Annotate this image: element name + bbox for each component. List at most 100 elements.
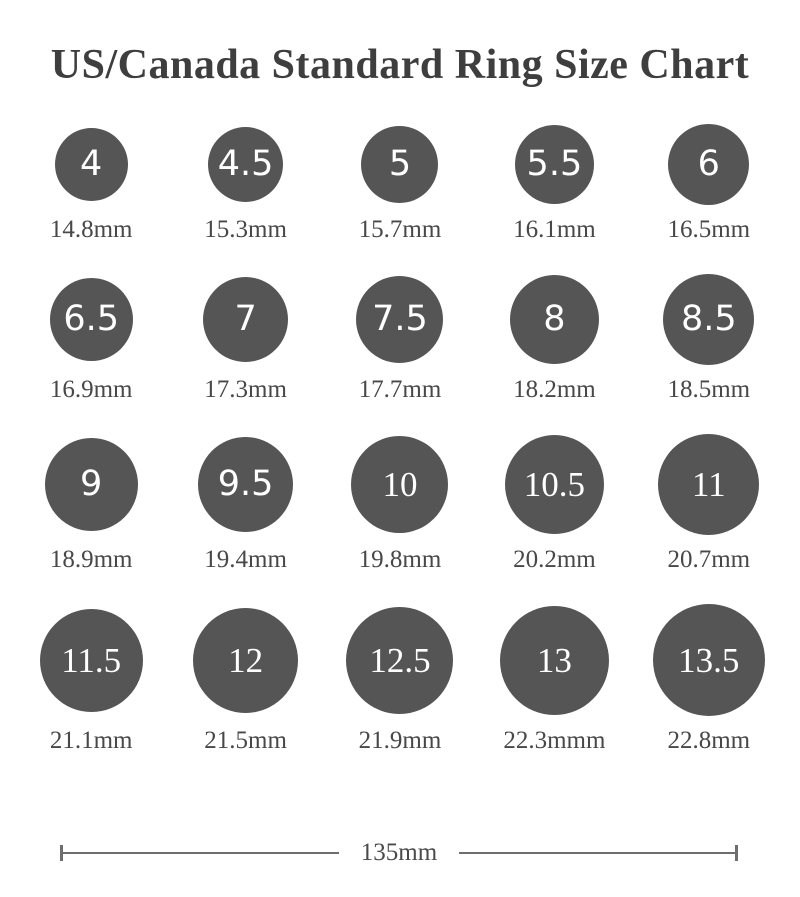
- diameter-label: 22.8mm: [667, 727, 751, 755]
- ring-size-cell: 13 22.3mmm: [477, 604, 631, 755]
- diameter-label: 19.4mm: [204, 546, 287, 574]
- diameter-label: 16.9mm: [49, 376, 133, 404]
- ring-size-circle: 13.5: [652, 604, 765, 717]
- ring-size-circle: 11: [658, 434, 760, 536]
- ruler-right-line: [459, 851, 735, 854]
- ring-size-circle: 6: [668, 124, 750, 206]
- circle-wrap: 9.5: [198, 434, 294, 535]
- ring-size-circle: 9.5: [198, 437, 294, 533]
- ring-size-number: 11.5: [61, 640, 122, 680]
- circle-wrap: 8.5: [663, 274, 755, 366]
- circle-wrap: 11: [658, 434, 760, 536]
- circle-wrap: 13: [499, 604, 609, 716]
- ring-size-circle: 10: [351, 436, 449, 534]
- circle-wrap: 12: [193, 604, 299, 716]
- diameter-label: 18.5mm: [667, 376, 751, 404]
- ring-size-cell: 8 18.2mm: [477, 274, 631, 404]
- ring-size-number: 7.5: [372, 299, 428, 340]
- size-row: 9 18.9mm 9.5 19.4mm 10 19.8mm 10.5 20.2mm 11 20.7…: [14, 434, 786, 574]
- ring-size-cell: 5 15.7mm: [323, 124, 477, 244]
- ring-size-number: 9.5: [217, 464, 274, 505]
- ring-size-number: 13.5: [678, 640, 740, 680]
- diameter-label: 17.3mm: [204, 376, 287, 404]
- ring-size-number: 8: [543, 299, 566, 340]
- ring-size-circle: 6.5: [49, 278, 133, 362]
- diameter-label: 15.3mm: [204, 216, 287, 244]
- ring-size-number: 10: [382, 465, 418, 505]
- ring-size-cell: 9.5 19.4mm: [168, 434, 322, 574]
- ring-size-cell: 13.5 22.8mm: [632, 604, 786, 755]
- ring-size-cell: 11 20.7mm: [632, 434, 786, 574]
- ring-size-cell: 6.5 16.9mm: [14, 274, 168, 404]
- circle-wrap: 5: [361, 124, 439, 205]
- diameter-label: 21.9mm: [358, 727, 442, 755]
- ring-size-cell: 4 14.8mm: [14, 124, 168, 244]
- circle-wrap: 13.5: [652, 604, 765, 717]
- diameter-label: 19.8mm: [358, 546, 442, 574]
- ruler-left-tick: [60, 844, 63, 861]
- diameter-label: 21.1mm: [49, 727, 133, 755]
- ring-size-cell: 10 19.8mm: [323, 434, 477, 574]
- ring-size-number: 4.5: [217, 144, 274, 185]
- ring-size-number: 9: [80, 464, 103, 505]
- diameter-label: 16.5mm: [667, 216, 751, 244]
- ring-size-cell: 11.5 21.1mm: [14, 604, 168, 755]
- circle-wrap: 7: [203, 274, 289, 365]
- circle-wrap: 10.5: [504, 434, 604, 535]
- ring-size-number: 12.5: [369, 640, 431, 680]
- diameter-label: 21.5mm: [204, 727, 287, 755]
- circle-wrap: 11.5: [39, 604, 143, 716]
- ring-size-circle: 8: [509, 275, 599, 365]
- ring-size-circle: 12: [193, 607, 299, 713]
- circle-wrap: 7.5: [356, 274, 444, 365]
- ring-size-circle: 12.5: [346, 606, 454, 714]
- page-title: US/Canada Standard Ring Size Chart: [50, 42, 750, 88]
- diameter-label: 14.8mm: [49, 216, 133, 244]
- ring-size-circle: 7: [203, 277, 289, 363]
- diameter-label: 22.3mmm: [503, 727, 606, 755]
- ring-size-number: 6: [697, 144, 720, 185]
- ring-size-cell: 12 21.5mm: [168, 604, 322, 755]
- ring-size-circle: 4: [54, 128, 128, 202]
- ring-size-cell: 5.5 16.1mm: [477, 124, 631, 244]
- ring-size-number: 5: [388, 144, 412, 185]
- diameter-label: 17.7mm: [358, 376, 442, 404]
- size-grid: 4 14.8mm 4.5 15.3mm 5 15.7mm 5.5 16.1mm 6 16.5mm 6…: [0, 124, 800, 755]
- ring-size-number: 8.5: [680, 299, 737, 340]
- ring-size-circle: 9: [44, 438, 138, 532]
- circle-wrap: 4: [54, 124, 128, 205]
- ring-size-circle: 8.5: [663, 274, 755, 366]
- ring-size-number: 11: [691, 465, 726, 505]
- size-row: 4 14.8mm 4.5 15.3mm 5 15.7mm 5.5 16.1mm 6 16.5mm: [14, 124, 786, 244]
- reference-ruler: 135mm: [60, 840, 738, 865]
- circle-wrap: 6: [668, 124, 750, 206]
- ring-size-number: 7: [234, 299, 257, 340]
- ring-size-circle: 11.5: [39, 608, 143, 712]
- ring-size-number: 13: [536, 640, 572, 680]
- ring-size-cell: 8.5 18.5mm: [632, 274, 786, 404]
- ring-size-number: 5.5: [526, 144, 583, 185]
- diameter-label: 15.7mm: [358, 216, 442, 244]
- size-row: 6.5 16.9mm 7 17.3mm 7.5 17.7mm 8 18.2mm 8.5 18.5m…: [14, 274, 786, 404]
- diameter-label: 20.7mm: [667, 546, 751, 574]
- ruler-label: 135mm: [360, 839, 438, 866]
- ring-size-circle: 4.5: [208, 127, 284, 203]
- ring-size-circle: 7.5: [356, 276, 444, 364]
- ring-size-cell: 10.5 20.2mm: [477, 434, 631, 574]
- circle-wrap: 10: [351, 434, 449, 535]
- ring-size-number: 6.5: [63, 299, 120, 340]
- diameter-label: 20.2mm: [513, 546, 596, 574]
- circle-wrap: 5.5: [514, 124, 594, 205]
- ring-size-number: 12: [228, 640, 264, 680]
- diameter-label: 18.9mm: [49, 546, 133, 574]
- ring-size-circle: 10.5: [504, 435, 604, 535]
- ring-size-cell: 6 16.5mm: [632, 124, 786, 244]
- ring-size-number: 10.5: [523, 465, 586, 505]
- ring-size-circle: 5: [361, 126, 439, 204]
- circle-wrap: 12.5: [346, 604, 454, 716]
- ring-size-cell: 9 18.9mm: [14, 434, 168, 574]
- size-row: 11.5 21.1mm 12 21.5mm 12.5 21.9mm 13 22.3mmm 13.…: [14, 604, 786, 755]
- ruler-left-line: [63, 851, 339, 854]
- circle-wrap: 4.5: [208, 124, 284, 205]
- circle-wrap: 6.5: [49, 274, 133, 365]
